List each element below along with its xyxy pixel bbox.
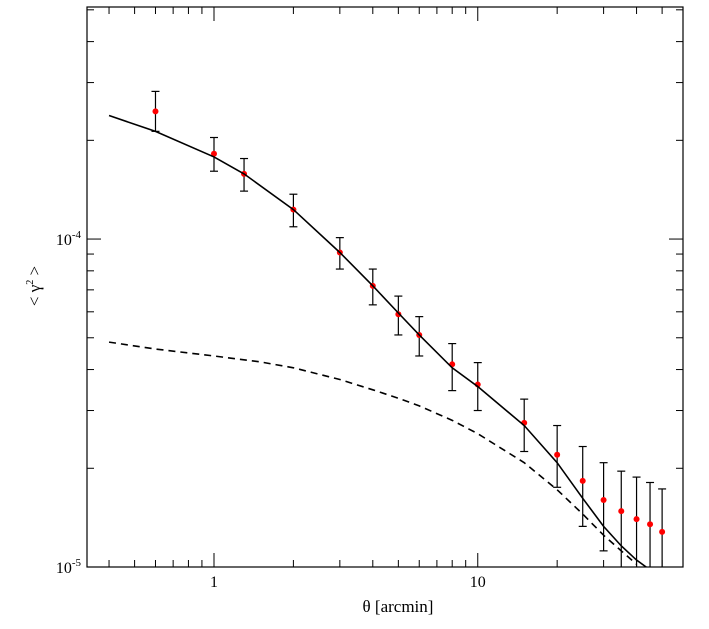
- data-point-17: [646, 481, 655, 567]
- data-marker: [633, 516, 640, 523]
- data-marker: [152, 108, 159, 115]
- data-point-16: [632, 476, 641, 567]
- y-tick-label: 10-5: [56, 557, 82, 577]
- data-marker: [554, 451, 561, 458]
- y-tick-label-exponent: -5: [72, 557, 82, 569]
- data-point-8: [415, 316, 424, 357]
- y-axis-label-close: >: [25, 266, 44, 280]
- model-curve-dashed: [108, 341, 638, 565]
- y-tick-label: 10-4: [56, 229, 82, 249]
- data-marker: [600, 497, 607, 504]
- y-axis-label: < γ2 >: [25, 266, 44, 306]
- data-point-1: [151, 90, 160, 132]
- data-point-14: [599, 462, 608, 552]
- x-tick-label: 10: [470, 574, 486, 591]
- y-axis-label-superscript: 2: [25, 280, 36, 285]
- x-tick-label: 1: [210, 574, 218, 591]
- data-marker: [618, 508, 625, 515]
- data-point-15: [617, 470, 626, 567]
- model-curve-solid: [108, 114, 648, 567]
- data-point-18: [658, 488, 667, 567]
- y-tick-label-base: 10: [56, 560, 72, 577]
- data-marker: [210, 150, 217, 157]
- plot-data-layer: [108, 90, 667, 567]
- data-point-12: [553, 424, 562, 488]
- y-tick-label-base: 10: [56, 232, 72, 249]
- data-marker: [647, 521, 654, 528]
- y-axis-label-main: < γ: [25, 284, 44, 306]
- plot-frame: [86, 6, 684, 568]
- y-tick-label-exponent: -4: [72, 229, 82, 241]
- x-axis-label: θ [arcmin]: [363, 597, 434, 616]
- data-marker: [579, 477, 586, 484]
- data-point-2: [209, 136, 218, 172]
- data-marker: [659, 528, 666, 535]
- data-point-13: [578, 445, 587, 527]
